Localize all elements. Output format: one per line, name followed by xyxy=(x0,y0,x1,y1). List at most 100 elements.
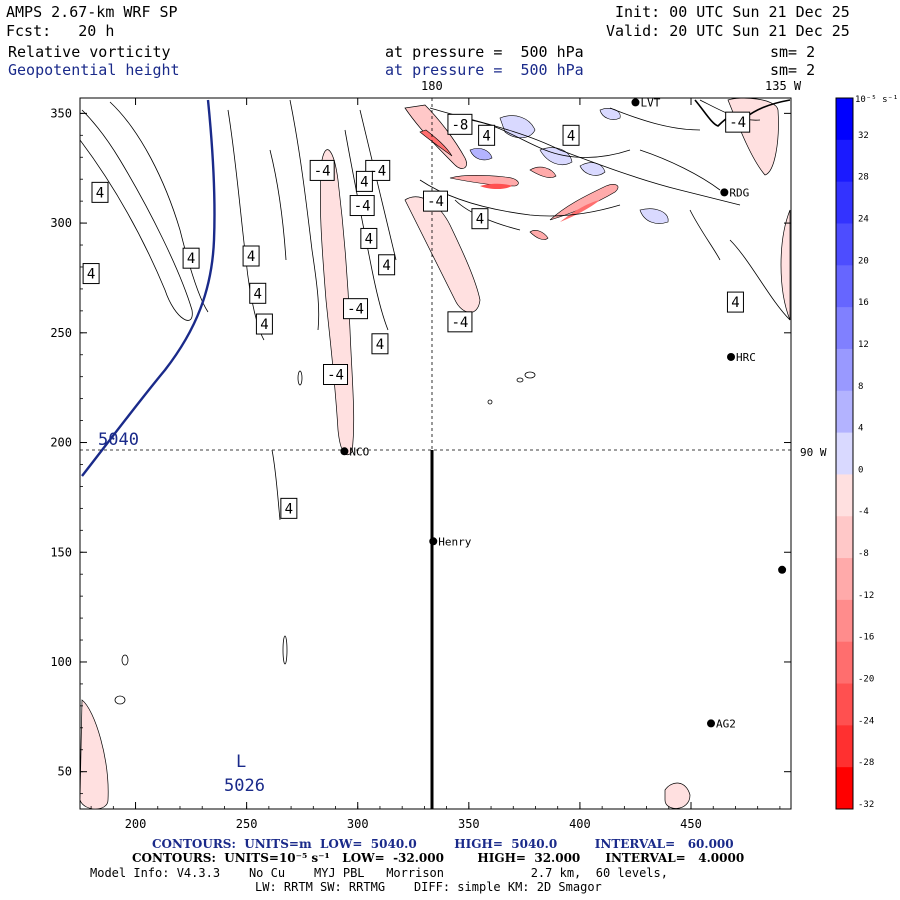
lon-135-label: 135 W xyxy=(765,79,802,93)
colorbar: 32 28 24 20 16 12 8 4 0 -4 -8 -12 -16 -20 -24 -28 -32 xyxy=(835,97,874,810)
station-marker: Henry xyxy=(429,535,472,548)
colorbar-label: -20 xyxy=(858,675,874,685)
svg-text:4: 4 xyxy=(365,231,373,247)
axis-ticks: 200 250 300 350 400 450 350 300 250 200 150 100 50 xyxy=(50,98,791,831)
colorbar-label: 32 xyxy=(858,131,869,141)
colorbar-label: -12 xyxy=(858,591,874,601)
colorbar-label: 16 xyxy=(858,298,869,308)
contour-label: -4 xyxy=(447,311,473,333)
colorbar-swatch xyxy=(836,683,853,726)
svg-text:-4: -4 xyxy=(369,163,386,179)
svg-text:4: 4 xyxy=(476,212,484,228)
y-tick-label: 300 xyxy=(50,216,72,230)
forecast-hour: Fcst: 20 h xyxy=(6,22,115,40)
colorbar-label: 8 xyxy=(858,382,863,392)
colorbar-swatch xyxy=(836,725,853,768)
colorbar-swatch xyxy=(836,223,853,266)
contour-label: -4 xyxy=(323,364,349,385)
colorbar-label: -24 xyxy=(858,716,874,726)
svg-text:4: 4 xyxy=(96,185,104,201)
contour-label: 4 xyxy=(280,497,298,519)
colorbar-swatch xyxy=(836,516,853,559)
svg-text:4: 4 xyxy=(382,258,390,274)
vorticity-contours xyxy=(80,99,791,705)
colorbar-swatch xyxy=(836,767,853,810)
station-marker: LVT xyxy=(631,96,661,109)
svg-text:4: 4 xyxy=(360,174,368,190)
svg-text:4: 4 xyxy=(87,267,95,283)
svg-text:4: 4 xyxy=(254,286,262,302)
model-title: AMPS 2.67-km WRF SP xyxy=(6,3,178,21)
colorbar-label: -16 xyxy=(858,633,874,643)
vorticity-contour-info: CONTOURS: UNITS=10⁻⁵ s⁻¹ LOW= -32.000 HI… xyxy=(132,851,745,865)
x-tick-label: 300 xyxy=(347,817,369,831)
y-tick-label: 100 xyxy=(50,655,72,669)
colorbar-label: 28 xyxy=(858,173,869,183)
x-tick-label: 400 xyxy=(569,817,591,831)
station-marker: HRC xyxy=(727,351,756,364)
contour-label: -4 xyxy=(725,111,751,133)
valid-time: Valid: 20 UTC Sun 21 Dec 25 xyxy=(606,22,850,40)
contour-label: 4 xyxy=(371,333,389,355)
stations: NCO Henry HRC RDG AG2 LVT xyxy=(340,96,787,730)
colorbar-swatch xyxy=(836,139,853,183)
contour-label: -4 xyxy=(423,190,448,212)
station-marker: NCO xyxy=(340,445,369,458)
contour-label: 4 xyxy=(471,208,489,230)
station-label: NCO xyxy=(349,445,369,458)
field2-smoothing: sm= 2 xyxy=(770,61,816,79)
svg-text:-4: -4 xyxy=(729,115,746,131)
svg-text:-4: -4 xyxy=(354,199,371,215)
svg-text:-4: -4 xyxy=(427,194,444,210)
y-tick-label: 150 xyxy=(50,545,72,559)
model-info: Model Info: V4.3.3 No Cu MYJ PBL Morriso… xyxy=(90,866,668,880)
colorbar-label: 4 xyxy=(858,424,863,434)
svg-text:-4: -4 xyxy=(314,163,331,179)
colorbar-unit: 10⁻⁵ s⁻¹ xyxy=(855,95,898,105)
station-label: HRC xyxy=(736,351,756,364)
init-time: Init: 00 UTC Sun 21 Dec 25 xyxy=(615,3,850,21)
colorbar-label: 24 xyxy=(858,214,869,224)
colorbar-frame xyxy=(835,97,854,810)
field1-level: at pressure = 500 hPa xyxy=(385,43,584,61)
colorbar-label: -8 xyxy=(858,549,869,559)
y-tick-label: 350 xyxy=(50,106,72,120)
station-label: RDG xyxy=(729,186,749,199)
x-tick-label: 450 xyxy=(680,817,702,831)
contour-label: 4 xyxy=(355,170,373,192)
lat-90w-label: 90 W xyxy=(800,446,827,459)
colorbar-label: 12 xyxy=(858,340,869,350)
colorbar-label: -28 xyxy=(858,758,874,768)
station-marker xyxy=(778,565,787,574)
svg-text:4: 4 xyxy=(731,295,739,311)
station-label: AG2 xyxy=(716,717,736,730)
svg-text:4: 4 xyxy=(285,501,293,517)
colorbar-label: -32 xyxy=(858,800,874,810)
colorbar-swatch xyxy=(836,641,853,685)
svg-text:4: 4 xyxy=(482,128,490,144)
svg-text:4: 4 xyxy=(247,249,255,265)
colorbar-label: -4 xyxy=(858,507,869,517)
low-value: 5026 xyxy=(224,776,265,796)
field2-level: at pressure = 500 hPa xyxy=(385,61,584,79)
station-marker: AG2 xyxy=(707,717,736,730)
contour-label: 4 xyxy=(360,227,378,249)
lon-180-label: 180 xyxy=(421,79,443,93)
contour-label: 4 xyxy=(478,124,496,146)
contour-label: 4 xyxy=(249,282,267,304)
height-contour-info: CONTOURS: UNITS=m LOW= 5040.0 HIGH= 5040… xyxy=(152,837,734,851)
contour-label: 4 xyxy=(182,247,200,269)
height-contour-5040 xyxy=(81,99,216,477)
contour-label: -4 xyxy=(349,195,375,217)
colorbar-swatch xyxy=(836,474,853,517)
svg-text:-4: -4 xyxy=(327,368,344,384)
contour-label: -8 xyxy=(447,113,473,135)
svg-text:4: 4 xyxy=(376,337,384,353)
svg-text:4: 4 xyxy=(187,251,195,267)
contour-label: 4 xyxy=(91,181,109,203)
contour-label: 4 xyxy=(562,124,580,146)
colorbar-swatch xyxy=(836,265,853,308)
colorbar-swatch xyxy=(836,432,853,475)
